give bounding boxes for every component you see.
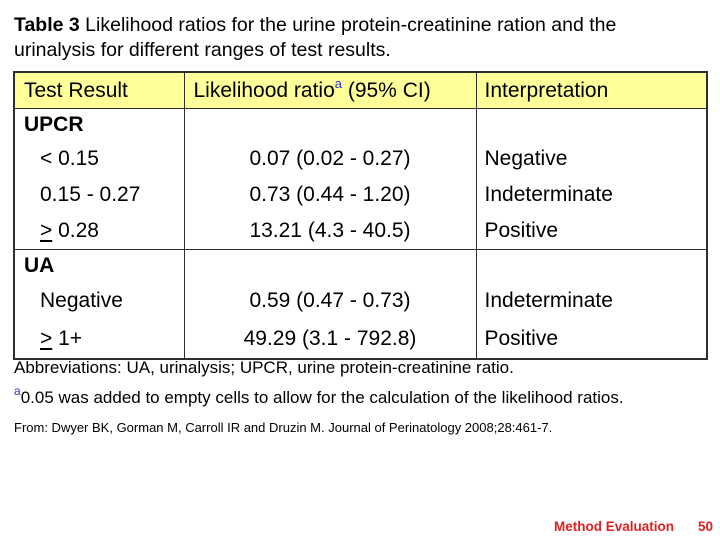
abbreviations-note: Abbreviations: UA, urinalysis; UPCR, uri… xyxy=(14,358,514,377)
table-row-group-ua: UA xyxy=(14,249,707,282)
test-result-cell: Negative xyxy=(40,289,123,312)
header-interpretation: Interpretation xyxy=(475,72,707,109)
greater-equal-underline: > xyxy=(40,219,53,242)
slide-title-line2: urinalysis for different ranges of test … xyxy=(14,39,391,61)
table-number-label: Table 3 xyxy=(14,14,80,36)
table-row-group-upcr: UPCR xyxy=(14,108,707,141)
header-test-result: Test Result xyxy=(14,72,184,109)
ratio-cell: 0.59 (0.47 - 0.73) xyxy=(183,282,476,320)
footer-section-title: Method Evaluation xyxy=(553,519,674,534)
test-result-cell: < 0.15 xyxy=(40,147,99,170)
table-row: < 0.15 0.07 (0.02 - 0.27) Negative xyxy=(14,141,707,177)
greater-equal-underline: > xyxy=(40,327,53,350)
interpretation-cell: Positive xyxy=(475,213,707,250)
ratio-cell: 13.21 (4.3 - 40.5) xyxy=(183,213,476,250)
header-likelihood-ratio: Likelihood ratioa (95% CI) xyxy=(183,72,476,109)
ratio-cell: 49.29 (3.1 - 792.8) xyxy=(183,320,476,359)
footnote-marker-a: a xyxy=(334,75,342,91)
footnote-a: a0.05 was added to empty cells to allow … xyxy=(14,384,624,407)
table-row: 0.15 - 0.27 0.73 (0.44 - 1.20) Indetermi… xyxy=(14,177,707,213)
ratio-cell: 0.07 (0.02 - 0.27) xyxy=(183,141,476,177)
table-row: > 0.28 13.21 (4.3 - 40.5) Positive xyxy=(14,213,707,250)
interpretation-cell: Negative xyxy=(475,141,707,177)
interpretation-cell: Positive xyxy=(475,320,707,359)
table-header-row: Test Result Likelihood ratioa (95% CI) I… xyxy=(14,72,707,109)
test-result-cell: 0.15 - 0.27 xyxy=(40,183,141,206)
ratio-cell: 0.73 (0.44 - 1.20) xyxy=(183,177,476,213)
group-label: UA xyxy=(14,249,184,282)
table-row: > 1+ 49.29 (3.1 - 792.8) Positive xyxy=(14,320,707,359)
footnotes: Abbreviations: UA, urinalysis; UPCR, uri… xyxy=(14,358,704,435)
table-row: Negative 0.59 (0.47 - 0.73) Indeterminat… xyxy=(14,282,707,320)
footnote-marker-a: a xyxy=(14,384,21,399)
likelihood-ratio-table: Test Result Likelihood ratioa (95% CI) I… xyxy=(13,71,708,360)
test-result-cell: > 0.28 xyxy=(40,219,99,242)
slide-title-line1: Table 3 Likelihood ratios for the urine … xyxy=(14,14,617,36)
group-label: UPCR xyxy=(24,113,84,136)
slide-page-number: 50 xyxy=(697,519,713,534)
source-citation: From: Dwyer BK, Gorman M, Carroll IR and… xyxy=(14,420,553,435)
slide-title: Table 3 Likelihood ratios for the urine … xyxy=(14,13,616,63)
slide-footer: Method Evaluation 50 xyxy=(554,519,713,534)
test-result-cell: > 1+ xyxy=(40,327,83,350)
interpretation-cell: Indeterminate xyxy=(475,177,707,213)
interpretation-cell: Indeterminate xyxy=(475,282,707,320)
